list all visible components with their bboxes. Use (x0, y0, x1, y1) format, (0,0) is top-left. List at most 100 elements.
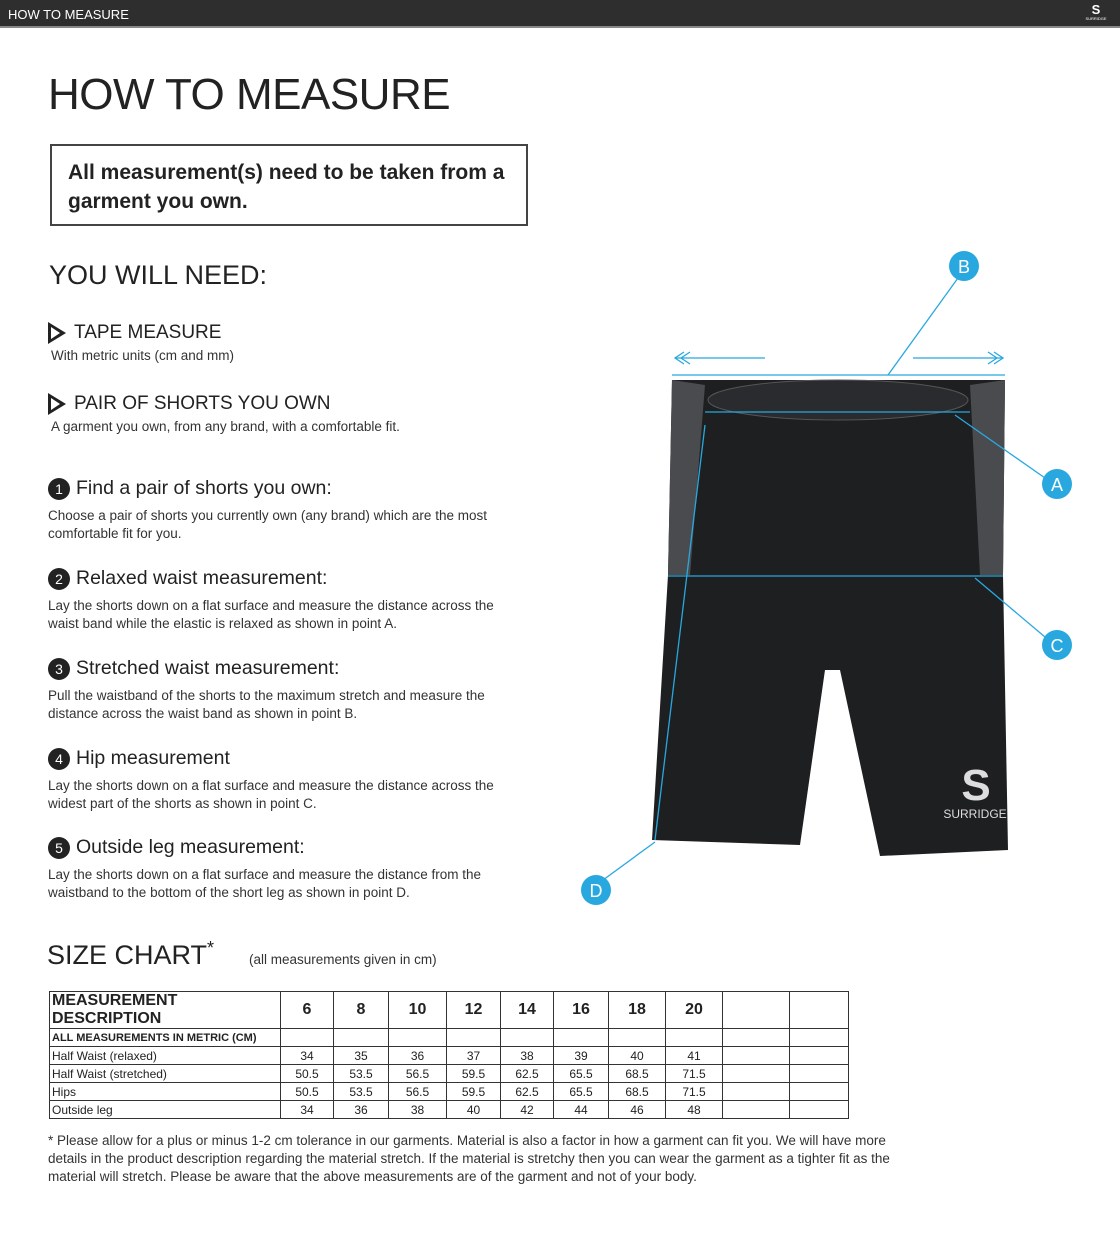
table-cell: 71.5 (665, 1082, 723, 1101)
table-cell: 37 (446, 1046, 501, 1065)
step-number: 5 (48, 836, 70, 859)
notice-box: All measurement(s) need to be taken from… (50, 144, 528, 226)
table-cell (789, 991, 849, 1029)
table-cell: 62.5 (500, 1082, 554, 1101)
table-cell (722, 1064, 790, 1083)
table-cell (789, 1100, 849, 1119)
need-item: TAPE MEASURE With metric units (cm and m… (48, 322, 234, 363)
table-cell: ALL MEASUREMENTS IN METRIC (CM) (49, 1028, 281, 1047)
step: 1 Find a pair of shorts you own: Choose a … (48, 477, 518, 543)
need-item: PAIR OF SHORTS YOU OWN A garment you own… (48, 393, 400, 434)
table-cell: 56.5 (388, 1064, 447, 1083)
table-cell (388, 1028, 447, 1047)
item-desc: A garment you own, from any brand, with … (51, 419, 400, 434)
label-c-text: C (1051, 636, 1064, 656)
table-cell: 53.5 (333, 1082, 389, 1101)
shorts-side-panel (668, 380, 705, 575)
step-title: Find a pair of shorts you own: (76, 477, 332, 499)
step-number: 4 (48, 747, 70, 770)
step-number: 2 (48, 567, 70, 590)
table-cell: 50.5 (280, 1064, 334, 1083)
table-cell (722, 991, 790, 1029)
step: 4 Hip measurement Lay the shorts down on a… (48, 747, 518, 813)
item-desc: With metric units (cm and mm) (51, 348, 235, 363)
table-cell (722, 1046, 790, 1065)
table-cell: 71.5 (665, 1064, 723, 1083)
waistband (707, 379, 969, 421)
table-cell: 8 (333, 991, 389, 1029)
table-cell: 36 (388, 1046, 447, 1065)
footnote: * Please allow for a plus or minus 1-2 c… (48, 1133, 890, 1184)
table-cell: Outside leg (49, 1100, 281, 1119)
svg-text:SURRIDGE: SURRIDGE (943, 807, 1006, 821)
table-cell: Half Waist (relaxed) (49, 1046, 281, 1065)
table-cell (789, 1082, 849, 1101)
label-a (1042, 469, 1072, 499)
label-b (949, 251, 979, 281)
table-cell: 20 (665, 991, 723, 1029)
table-cell: 40 (446, 1100, 501, 1119)
table-cell (789, 1064, 849, 1083)
step: 2 Relaxed waist measurement: Lay the short… (48, 567, 518, 633)
table-cell: 56.5 (388, 1082, 447, 1101)
table-cell: 65.5 (553, 1082, 609, 1101)
table-cell: 40 (608, 1046, 666, 1065)
shorts-diagram: S SURRIDGE A B C D (581, 251, 1072, 905)
page-title: HOW TO MEASURE (48, 70, 451, 119)
table-cell: 34 (280, 1046, 334, 1065)
surridge-logo: S SURRIDGE (1085, 2, 1107, 21)
table-cell: 6 (280, 991, 334, 1029)
table-row: Half Waist (stretched) 50.5 53.5 56.5 59.5 62… (49, 1064, 849, 1083)
table-cell: 53.5 (333, 1064, 389, 1083)
table-cell (280, 1028, 334, 1047)
table-cell: 59.5 (446, 1082, 501, 1101)
step: 5 Outside leg measurement: Lay the shorts … (48, 836, 518, 902)
step-desc: Pull the waistband of the shorts to the … (48, 688, 485, 721)
table-header-row: MEASUREMENT DESCRIPTION 6 8 10 12 14 16 … (49, 991, 849, 1029)
shorts-body (652, 380, 1008, 856)
table-row: Hips 50.5 53.5 56.5 59.5 62.5 65.5 68.5 71.5 (49, 1082, 849, 1101)
item-title: TAPE MEASURE (74, 322, 222, 343)
play-triangle-icon (48, 322, 66, 344)
table-cell: Hips (49, 1082, 281, 1101)
table-cell: 36 (333, 1100, 389, 1119)
you-will-need-heading: YOU WILL NEED: (49, 260, 268, 290)
step-desc: Lay the shorts down on a flat surface an… (48, 598, 494, 631)
step-title: Outside leg measurement: (76, 836, 305, 858)
table-cell (665, 1028, 723, 1047)
label-b-text: B (958, 257, 970, 277)
table-cell: 68.5 (608, 1064, 666, 1083)
table-cell: 10 (388, 991, 447, 1029)
step-title: Stretched waist measurement: (76, 657, 340, 679)
surridge-garment-logo: S SURRIDGE (943, 761, 1006, 821)
top-bar: HOW TO MEASURE S SURRIDGE (0, 0, 1120, 28)
table-row: Half Waist (relaxed) 34 35 36 37 38 39 40 41 (49, 1046, 849, 1065)
table-cell (722, 1028, 790, 1047)
step: 3 Stretched waist measurement: Pull the wa… (48, 657, 518, 723)
label-c (1042, 630, 1072, 660)
table-cell: 68.5 (608, 1082, 666, 1101)
step-number: 3 (48, 657, 70, 680)
table-cell: 34 (280, 1100, 334, 1119)
step-desc: Lay the shorts down on a flat surface an… (48, 778, 494, 811)
table-cell (333, 1028, 389, 1047)
table-cell: Half Waist (stretched) (49, 1064, 281, 1083)
table-cell: 48 (665, 1100, 723, 1119)
shorts-side-panel (970, 380, 1005, 575)
table-cell: 62.5 (500, 1064, 554, 1083)
size-chart-table: MEASUREMENT DESCRIPTION 6 8 10 12 14 16 … (49, 991, 849, 1119)
table-cell (789, 1046, 849, 1065)
step-title: Hip measurement (76, 747, 230, 769)
table-cell: 18 (608, 991, 666, 1029)
table-cell (608, 1028, 666, 1047)
play-triangle-icon (48, 393, 66, 415)
table-cell: 41 (665, 1046, 723, 1065)
label-d (581, 875, 611, 905)
step-title: Relaxed waist measurement: (76, 567, 328, 589)
table-cell: 16 (553, 991, 609, 1029)
table-cell: 12 (446, 991, 501, 1029)
step-desc: Choose a pair of shorts you currently ow… (48, 508, 487, 541)
table-cell: 46 (608, 1100, 666, 1119)
table-cell: 42 (500, 1100, 554, 1119)
item-title: PAIR OF SHORTS YOU OWN (74, 393, 331, 414)
